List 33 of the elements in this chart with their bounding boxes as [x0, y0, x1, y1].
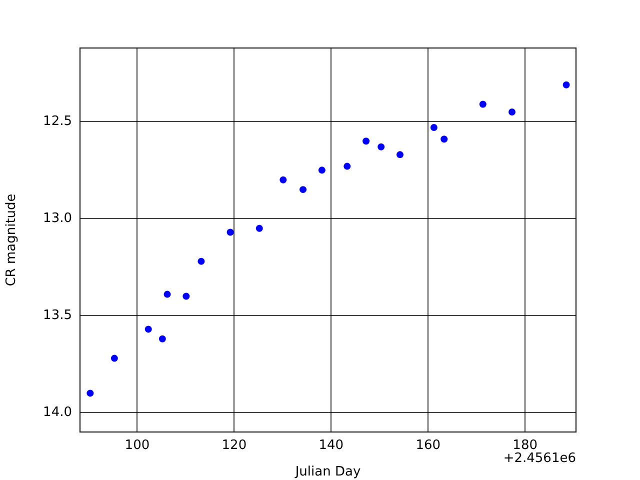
point [144, 326, 152, 333]
x-tick-label: 180 [512, 438, 538, 454]
point [198, 258, 205, 265]
y-tick-label: 13.5 [43, 308, 72, 324]
y-axis-title: CR magnitude [4, 194, 20, 286]
point [226, 228, 234, 236]
y-tick-label: 12.5 [43, 114, 72, 130]
x-tick-label: 160 [416, 438, 441, 454]
point [378, 143, 385, 150]
text: +2.4561e6 [503, 450, 576, 466]
point [256, 224, 263, 232]
point [479, 100, 486, 108]
point [562, 81, 570, 88]
point [344, 162, 351, 170]
point [300, 186, 307, 194]
x-tick-label: 100 [124, 438, 150, 454]
x-tick-label: 140 [318, 438, 344, 454]
point [182, 292, 190, 300]
point [158, 335, 166, 342]
point [396, 151, 404, 158]
y-tick-label: 14.0 [43, 404, 72, 420]
x-tick-label: 120 [222, 438, 247, 454]
point [318, 166, 326, 174]
x-axis-title: Julian Day [294, 464, 361, 480]
y-tick-label: 13.0 [43, 211, 72, 226]
point [362, 138, 370, 145]
point [164, 290, 171, 298]
point [110, 354, 118, 362]
point [508, 108, 516, 116]
point [440, 136, 448, 143]
point [280, 176, 287, 184]
point [86, 390, 94, 397]
point [430, 124, 438, 132]
